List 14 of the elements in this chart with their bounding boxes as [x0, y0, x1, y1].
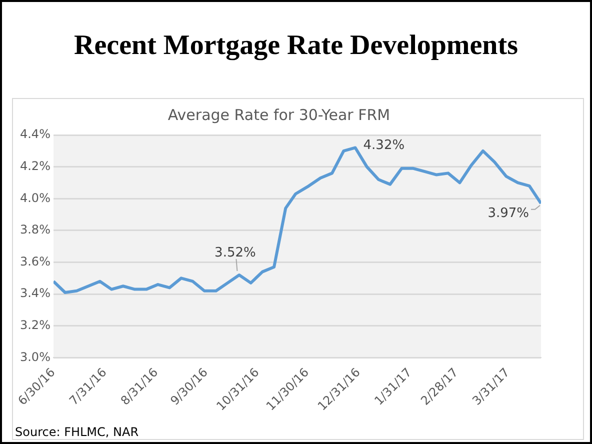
- annotation: 3.97%: [488, 206, 530, 221]
- annotation: 4.32%: [363, 138, 405, 154]
- annotation: 3.52%: [214, 245, 256, 260]
- chart-subtitle: Average Rate for 30-Year FRM: [168, 106, 390, 124]
- y-tick-label: 3.4%: [20, 286, 50, 300]
- y-tick-label: 4.0%: [20, 190, 50, 205]
- y-tick-label: 3.8%: [20, 222, 50, 237]
- y-tick-label: 4.2%: [20, 158, 50, 173]
- chart-title: Recent Mortgage Rate Developments: [73, 30, 519, 63]
- y-tick-label: 4.4%: [20, 127, 50, 142]
- y-tick-label: 3.0%: [20, 350, 50, 364]
- y-tick-label: 3.6%: [20, 254, 50, 268]
- y-tick-label: 3.2%: [20, 318, 50, 332]
- source-note: Source: FHLMC, NAR: [15, 425, 139, 439]
